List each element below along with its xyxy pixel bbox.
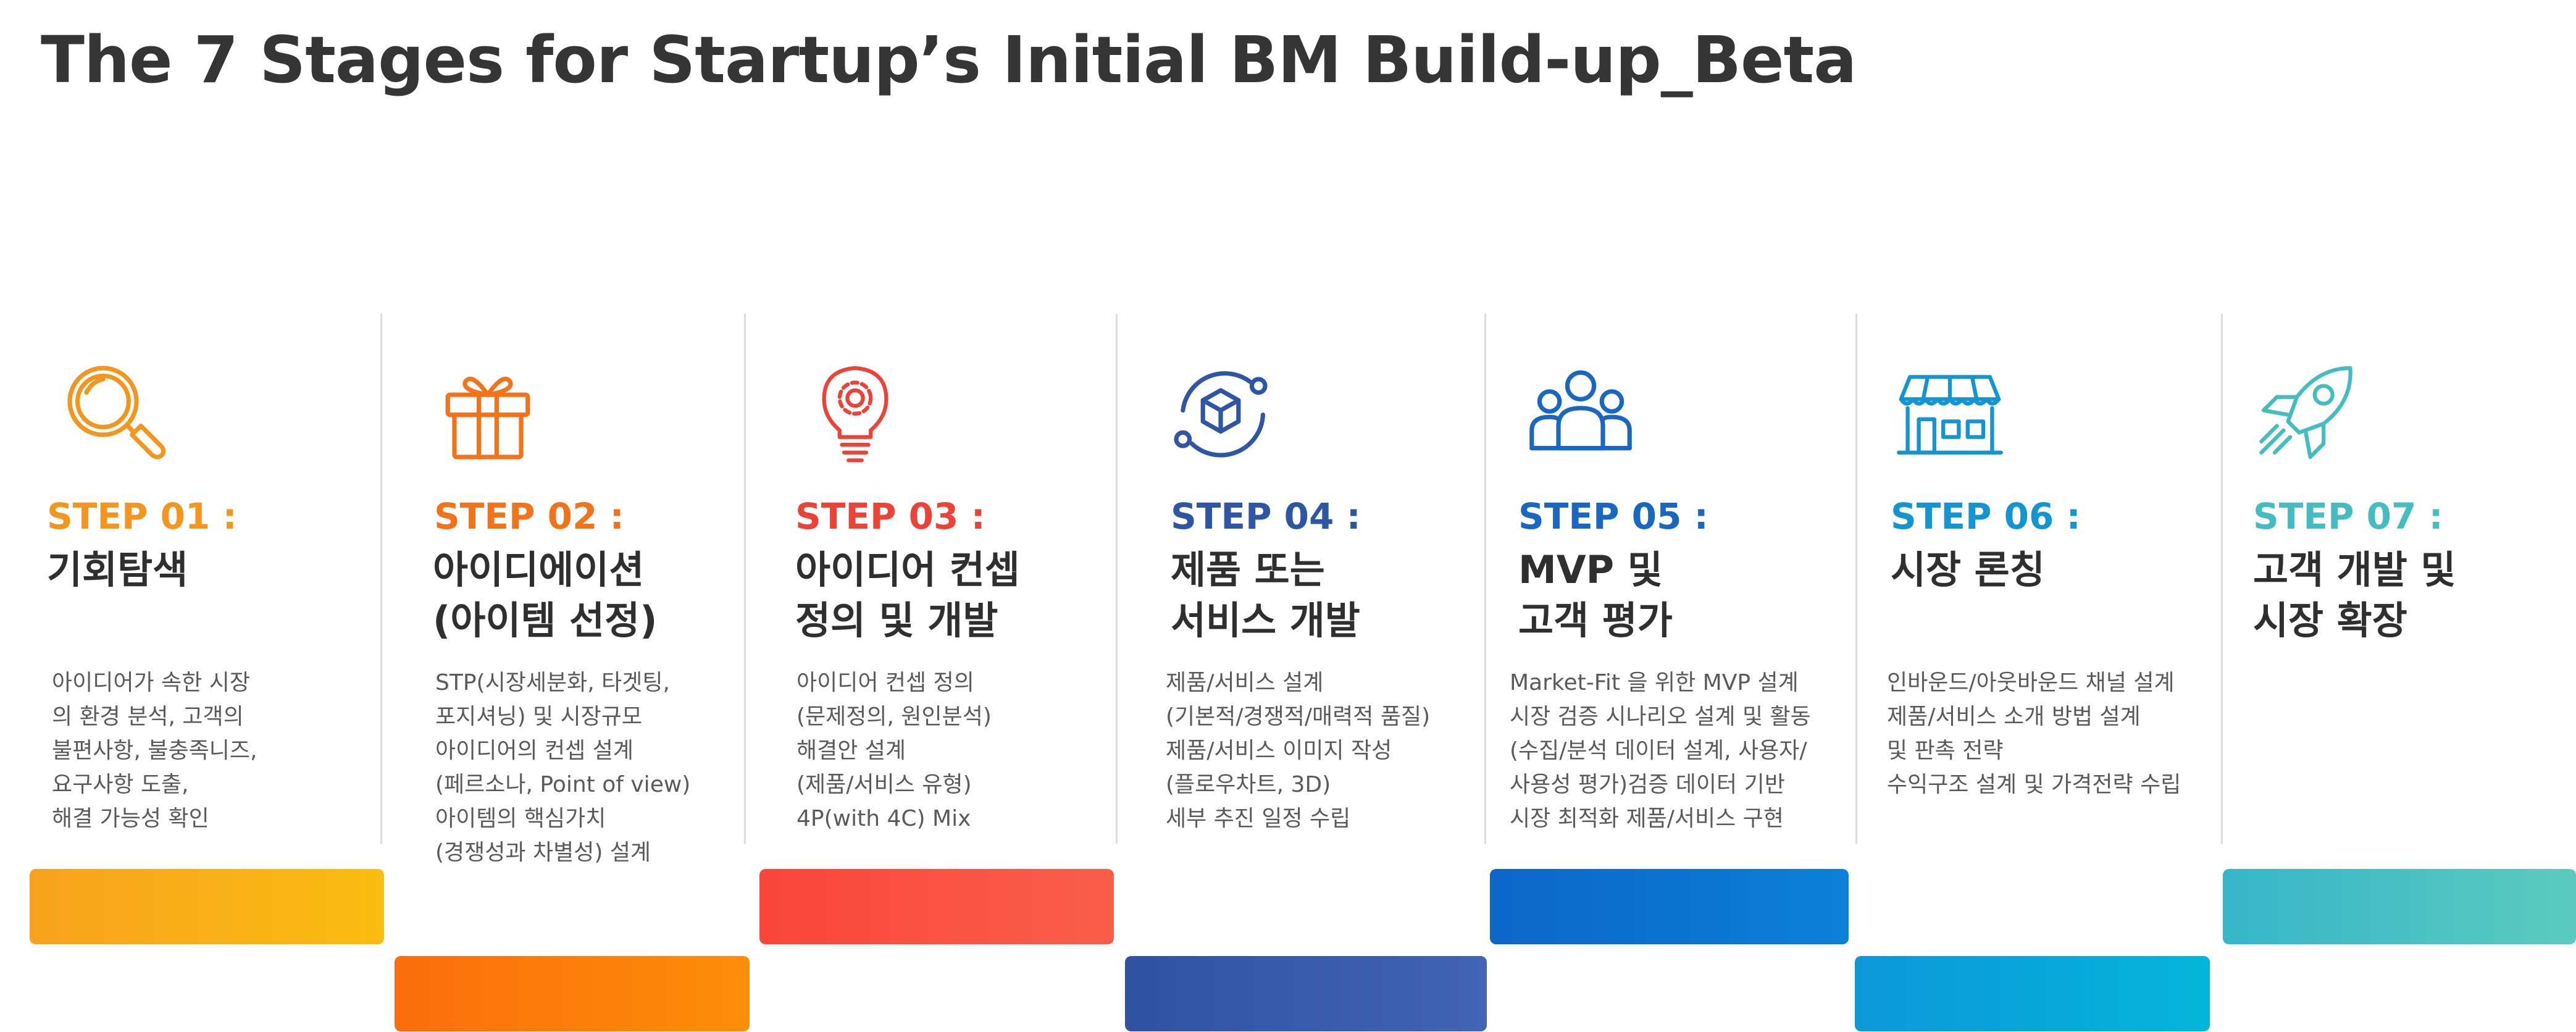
stage-description: 아이디어가 속한 시장 의 환경 분석, 고객의 불편사항, 불충족니즈, 요구…	[52, 670, 257, 831]
stage-description: 인바운드/아웃바운드 채널 설계 제품/서비스 소개 방법 설계 및 판촉 전략…	[1887, 670, 2181, 797]
stage-2: STEP 02 : 아이디에이션 (아이템 선정) STP(시장세분화, 타겟팅…	[382, 0, 750, 1032]
stage-description: STP(시장세분화, 타겟팅, 포지셔닝) 및 시장규모 아이디어의 컨셉 설계…	[435, 670, 691, 865]
step-label: STEP 05 :	[1518, 495, 1708, 537]
step-label: STEP 06 :	[1891, 495, 2081, 537]
stage-description: 아이디어 컨셉 정의 (문제정의, 원인분석) 해결안 설계 (제품/서비스 유…	[797, 670, 992, 831]
stage-divider	[1855, 314, 1857, 844]
users-group-icon	[1525, 357, 1636, 468]
magnifier-icon	[59, 357, 170, 468]
storefront-icon	[1894, 357, 2005, 468]
cube-cycle-icon	[1165, 357, 1276, 468]
gift-icon	[432, 357, 543, 468]
step-label: STEP 01 :	[47, 495, 237, 537]
stage-bar	[2223, 869, 2576, 944]
stage-3: STEP 03 : 아이디어 컨셉 정의 및 개발 아이디어 컨셉 정의 (문제…	[746, 0, 1116, 1032]
stage-name: 제품 또는 서비스 개발	[1171, 547, 1360, 643]
stage-name: 아이디어 컨셉 정의 및 개발	[795, 547, 1020, 643]
stage-divider	[380, 314, 382, 844]
stage-bar	[759, 869, 1114, 944]
step-label: STEP 07 :	[2253, 495, 2443, 537]
step-label: STEP 03 :	[795, 495, 985, 537]
stage-name: 고객 개발 및 시장 확장	[2253, 547, 2456, 643]
stage-divider	[1116, 314, 1118, 844]
stage-bar	[1125, 956, 1487, 1031]
stage-4: STEP 04 : 제품 또는 서비스 개발 제품/서비스 설계 (기본적/경쟁…	[1118, 0, 1487, 1032]
step-label: STEP 02 :	[434, 495, 624, 537]
stage-bar	[395, 956, 750, 1031]
stage-bar	[30, 869, 384, 944]
stage-bar	[1855, 956, 2210, 1031]
step-label: STEP 04 :	[1171, 495, 1361, 537]
stage-name: 기회탐색	[47, 547, 188, 592]
lightbulb-gear-icon	[800, 357, 911, 468]
stage-description: 제품/서비스 설계 (기본적/경쟁적/매력적 품질) 제품/서비스 이미지 작성…	[1166, 670, 1431, 831]
stage-6: STEP 06 : 시장 론칭 인바운드/아웃바운드 채널 설계 제품/서비스 …	[1855, 0, 2221, 1032]
stage-divider	[2221, 314, 2223, 844]
stage-divider	[1484, 314, 1486, 844]
stage-name: MVP 및 고객 평가	[1518, 547, 1673, 643]
stage-name: 아이디에이션 (아이템 선정)	[433, 547, 658, 643]
stage-description: Market-Fit 을 위한 MVP 설계 시장 검증 시나리오 설계 및 활…	[1510, 670, 1811, 831]
page-title: The 7 Stages for Startup’s Initial BM Bu…	[41, 22, 1857, 98]
rocket-icon	[2252, 357, 2364, 468]
stage-divider	[744, 314, 746, 844]
stage-bar	[1490, 869, 1849, 944]
stage-name: 시장 론칭	[1891, 547, 2045, 592]
stage-1: STEP 01 : 기회탐색 아이디어가 속한 시장 의 환경 분석, 고객의 …	[0, 0, 384, 1032]
stage-7: STEP 07 : 고객 개발 및 시장 확장	[2223, 0, 2576, 1032]
stage-5: STEP 05 : MVP 및 고객 평가 Market-Fit 을 위한 MV…	[1486, 0, 1855, 1032]
